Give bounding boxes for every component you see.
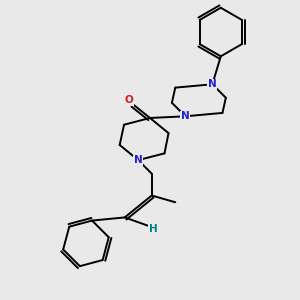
Text: N: N [208, 79, 217, 89]
Text: N: N [134, 155, 142, 165]
Text: N: N [181, 111, 190, 121]
Text: O: O [125, 95, 134, 105]
Text: H: H [149, 224, 158, 234]
